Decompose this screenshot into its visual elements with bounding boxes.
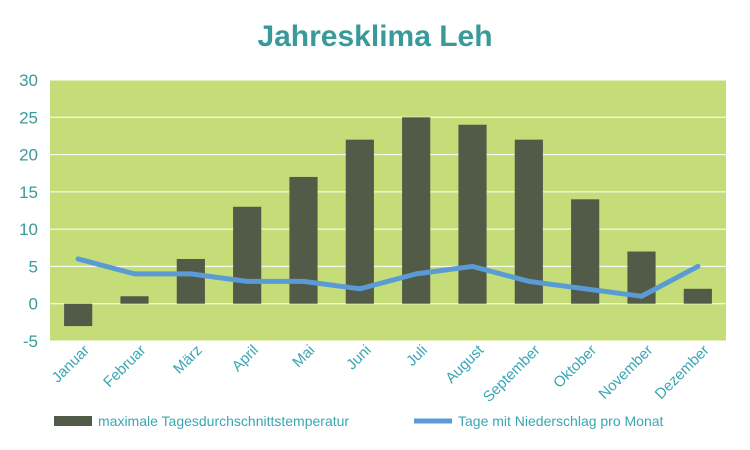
- y-tick-label: 20: [19, 146, 38, 165]
- line-point: [526, 278, 532, 284]
- x-tick-label: April: [229, 342, 262, 375]
- x-tick-label: Dezember: [652, 342, 713, 403]
- bar: [120, 296, 149, 304]
- y-tick-label: 10: [19, 220, 38, 239]
- legend-label-bar: maximale Tagesdurchschnittstemperatur: [98, 413, 349, 429]
- y-tick-label: 30: [19, 71, 38, 90]
- x-tick-label: September: [480, 342, 544, 406]
- line-point: [188, 271, 194, 277]
- plot-background: [50, 80, 726, 341]
- line-point: [413, 271, 419, 277]
- line-point: [357, 286, 363, 292]
- legend: maximale Tagesdurchschnittstemperatur Ta…: [54, 413, 664, 429]
- bar: [233, 206, 262, 304]
- line-point: [582, 286, 588, 292]
- line-point: [695, 263, 701, 269]
- line-series: [75, 256, 701, 299]
- y-tick-label: 25: [19, 108, 38, 127]
- x-tick-label: Juni: [343, 342, 374, 373]
- bar: [458, 124, 487, 304]
- gridlines: [50, 79, 726, 342]
- legend-swatch-bar: [54, 416, 92, 426]
- x-tick-label: Oktober: [550, 342, 600, 392]
- x-tick-label: Juli: [403, 342, 431, 370]
- line-point: [301, 278, 306, 284]
- bar: [345, 139, 374, 304]
- line-point: [470, 263, 475, 269]
- x-tick-label: Februar: [100, 342, 149, 391]
- line-point: [75, 256, 81, 262]
- line-point: [639, 293, 644, 299]
- y-tick-label: -5: [23, 332, 38, 351]
- y-axis: -5 0 5 10 15 20 25 30: [19, 71, 38, 351]
- line-path: [75, 256, 701, 299]
- y-tick-label: 0: [29, 295, 38, 314]
- chart-title: Jahresklima Leh: [257, 20, 492, 53]
- x-tick-label: November: [595, 342, 656, 403]
- y-tick-label: 5: [29, 257, 38, 276]
- x-tick-label: Mai: [289, 342, 318, 371]
- bar: [176, 258, 205, 304]
- bar: [64, 303, 93, 327]
- x-tick-label: August: [442, 341, 488, 387]
- line-point: [244, 278, 250, 284]
- bar: [683, 288, 712, 304]
- x-tick-label: März: [170, 342, 206, 378]
- y-tick-label: 15: [19, 183, 38, 202]
- line-point: [132, 271, 137, 277]
- legend-label-line: Tage mit Niederschlag pro Monat: [458, 413, 664, 429]
- x-tick-label: Januar: [49, 342, 93, 386]
- x-axis: Januar Februar März April Mai Juni Juli AugustS…: [49, 341, 713, 405]
